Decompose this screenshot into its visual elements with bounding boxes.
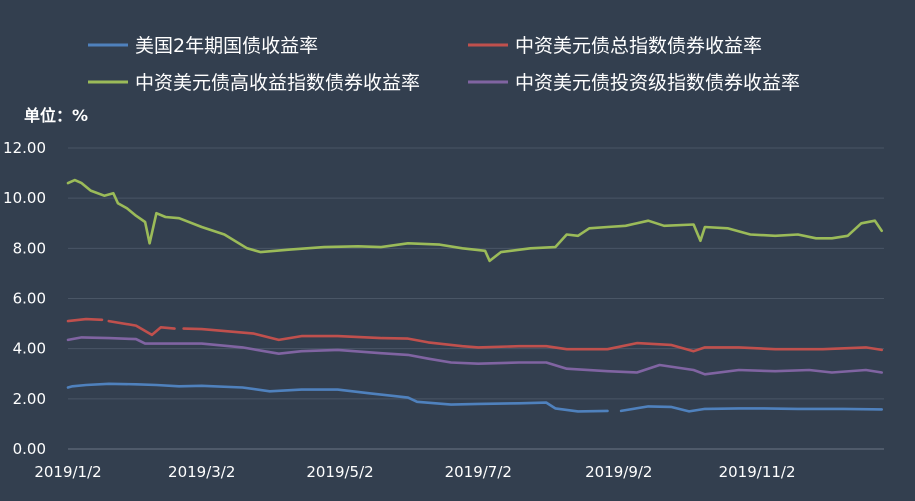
x-tick-label: 2019/5/2 (306, 463, 373, 481)
series-line (66, 336, 883, 376)
y-tick-label: 10.00 (3, 189, 46, 207)
x-tick-label: 2019/7/2 (445, 463, 512, 481)
unit-label: 单位：% (24, 106, 88, 125)
legend-label: 中资美元债总指数债券收益率 (515, 35, 762, 57)
y-tick-label: 0.00 (13, 440, 46, 458)
grid (68, 147, 884, 450)
series-line (66, 382, 883, 413)
legend-label: 中资美元债高收益指数债券收益率 (135, 72, 420, 94)
y-tick-label: 6.00 (13, 290, 46, 308)
y-tick-label: 4.00 (13, 340, 46, 358)
y-tick-label: 2.00 (13, 390, 46, 408)
series-group (66, 178, 883, 413)
series-line (66, 317, 883, 353)
legend-label: 中资美元债投资级指数债券收益率 (515, 72, 800, 94)
y-tick-label: 8.00 (13, 239, 46, 257)
x-tick-label: 2019/3/2 (168, 463, 235, 481)
y-tick-label: 12.00 (3, 139, 46, 157)
x-tick-label: 2019/11/2 (719, 463, 796, 481)
series-line (66, 178, 883, 263)
x-axis-ticks: 2019/1/2 2019/3/2 2019/5/2 2019/7/2 2019/9/2… (34, 463, 795, 481)
x-tick-label: 2019/9/2 (585, 463, 652, 481)
y-axis-ticks: 0.00 2.00 4.00 6.00 8.00 10.00 12.00 (3, 139, 46, 458)
x-tick-label: 2019/1/2 (34, 463, 101, 481)
legend-label: 美国2年期国债收益率 (135, 35, 318, 57)
